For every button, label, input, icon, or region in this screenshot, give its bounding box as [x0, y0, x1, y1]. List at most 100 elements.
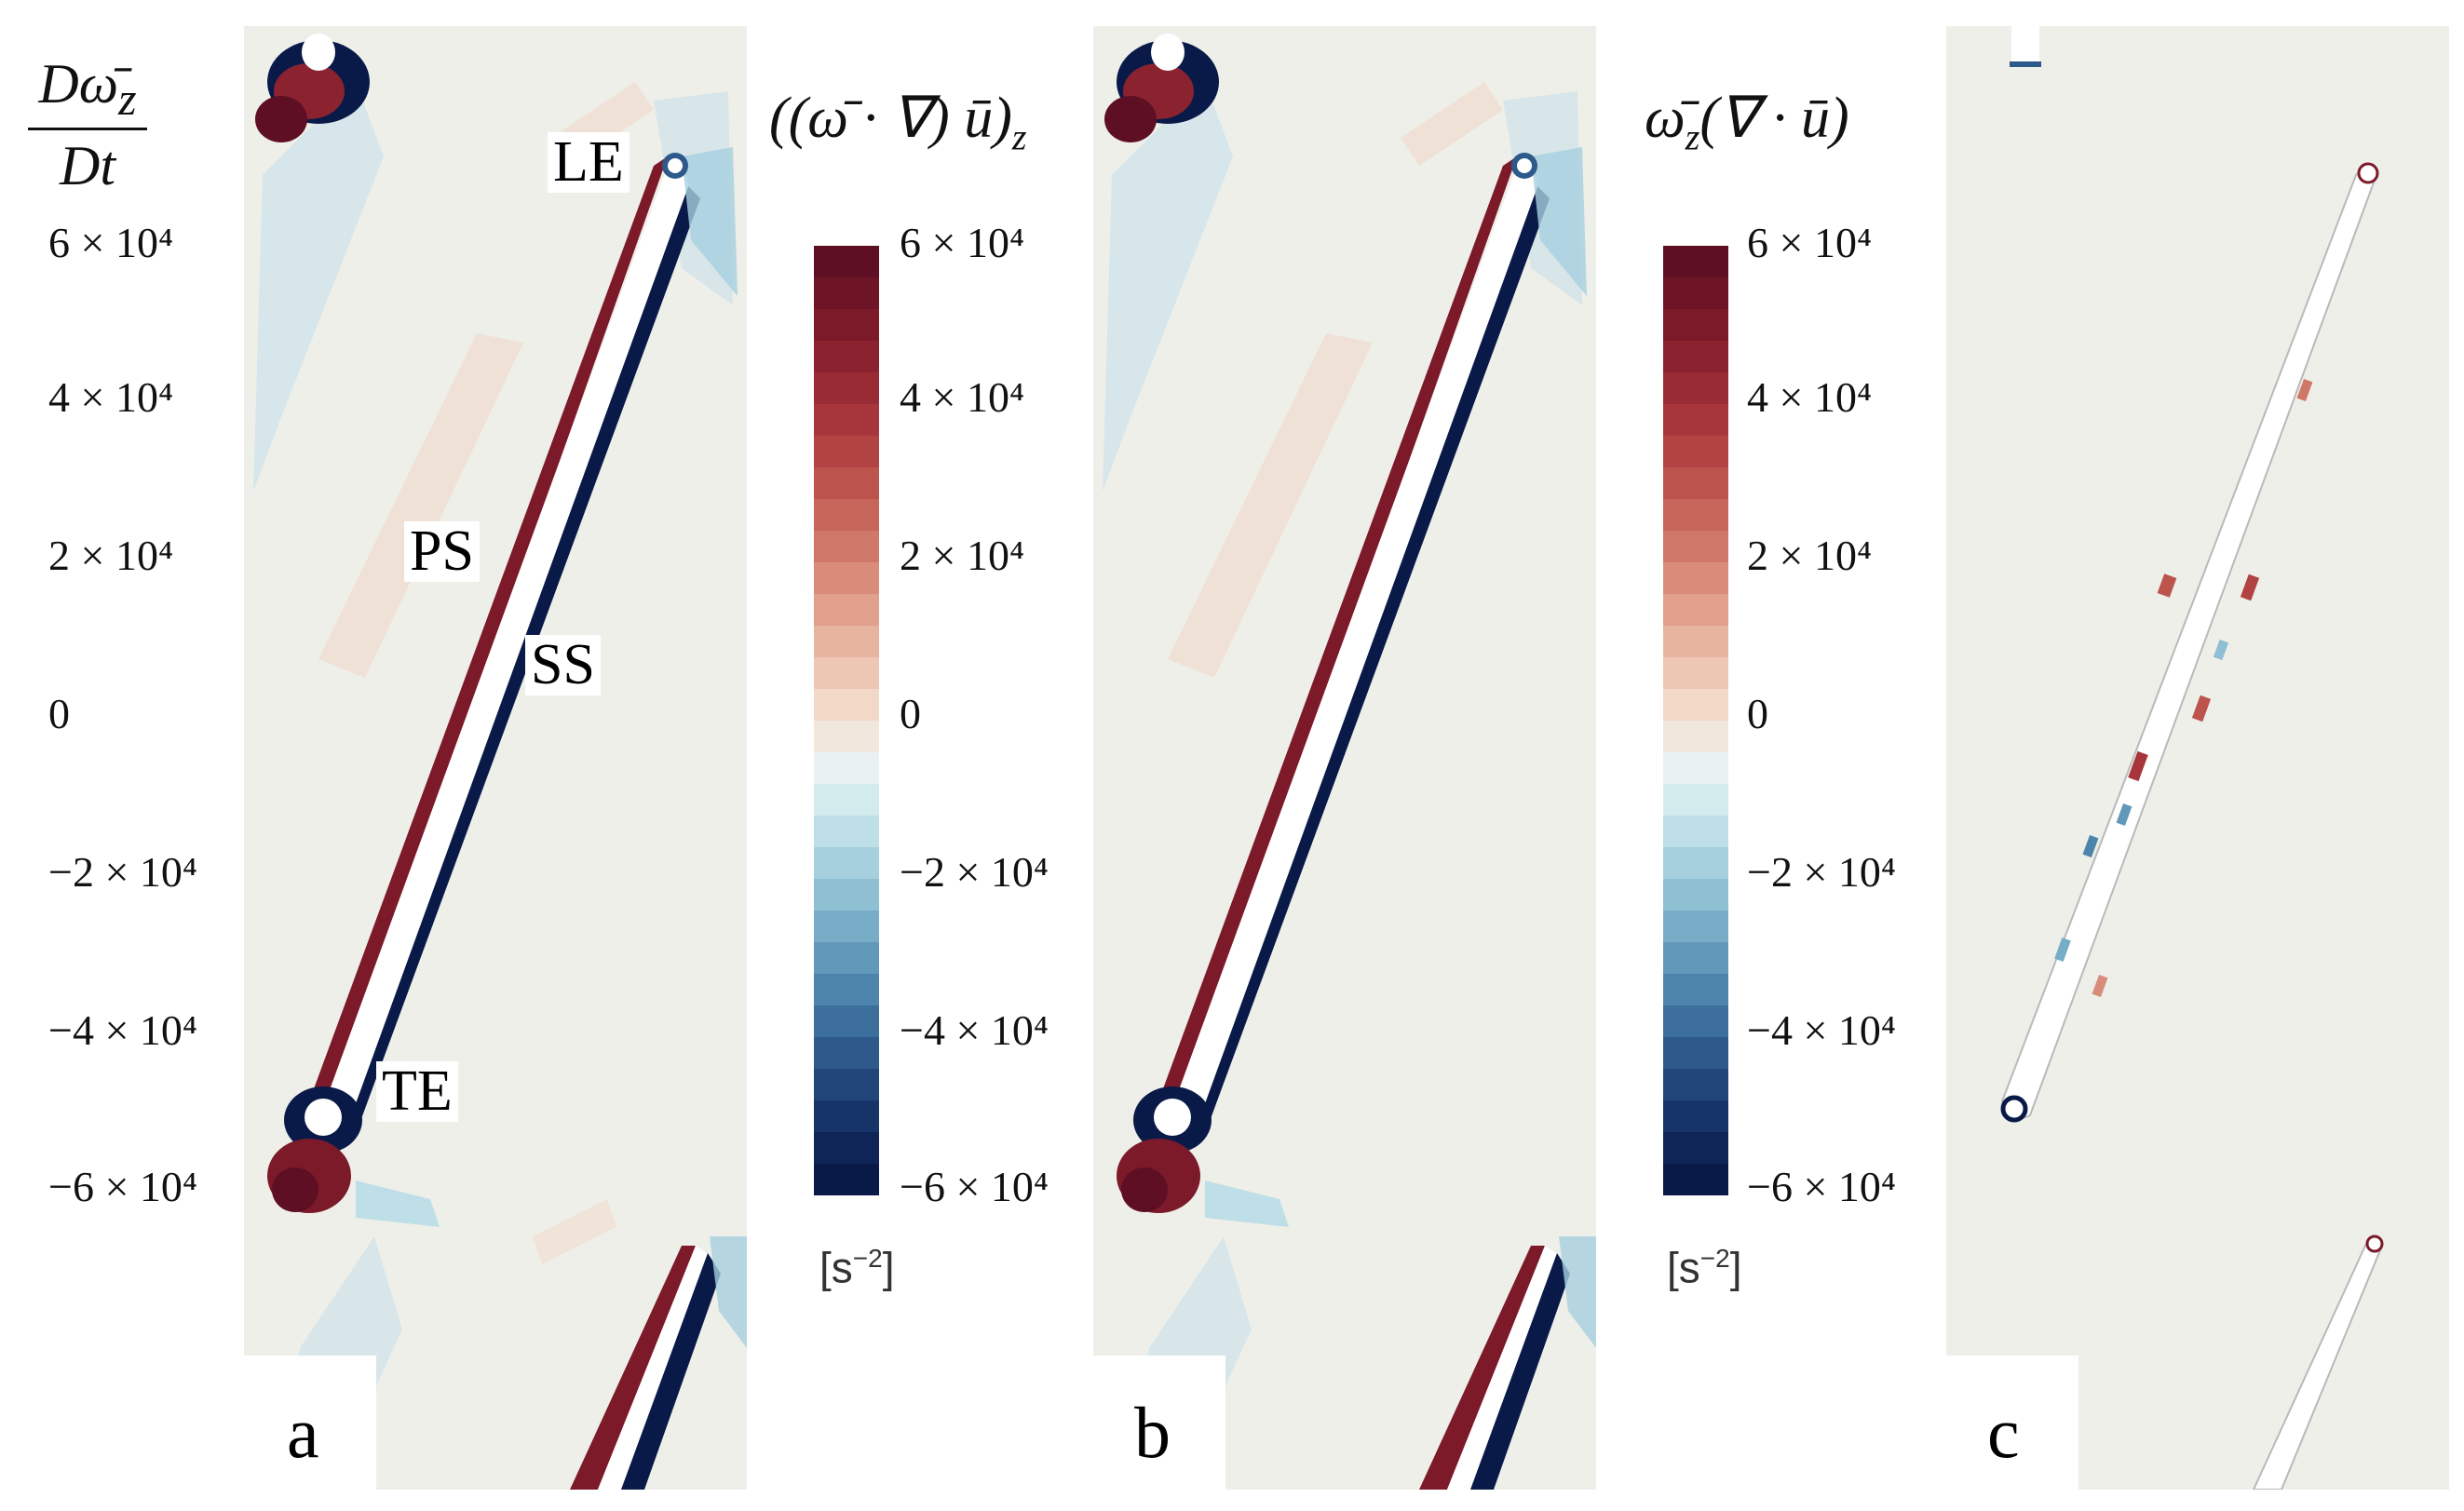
colorbar-level	[814, 436, 879, 468]
colorbar-level	[1663, 246, 1728, 278]
colorbar-level	[814, 1132, 879, 1165]
pressure-side-label: PS	[404, 520, 480, 583]
left-tick-label: −4 × 10⁴	[48, 1006, 197, 1054]
colorbar-b-gradient	[814, 246, 879, 1195]
colorbar-level	[1663, 531, 1728, 563]
colorbar-level	[1663, 942, 1728, 975]
colorbar-level	[814, 657, 879, 690]
colorbar-level	[1663, 911, 1728, 943]
panel-a-contour	[244, 26, 747, 1490]
colorbar-c-unit: [s−2]	[1667, 1243, 1742, 1292]
colorbar-b-tick: 0	[900, 690, 921, 737]
colorbar-c	[1663, 246, 1728, 1195]
colorbar-level	[1663, 1164, 1728, 1195]
vortex-stretching-formula: ((ω̄ · ∇) ū)z	[769, 87, 1027, 158]
left-tick-label: 4 × 10⁴	[48, 373, 173, 421]
colorbar-level	[814, 911, 879, 943]
colorbar-level	[814, 309, 879, 342]
colorbar-b-tick: 6 × 10⁴	[900, 219, 1024, 266]
colorbar-level	[1663, 467, 1728, 500]
formula-numerator: Dω̄z	[38, 53, 137, 125]
panel-c-contour	[1946, 26, 2449, 1490]
colorbar-c-tick: 4 × 10⁴	[1747, 373, 1872, 421]
left-tick-label: 6 × 10⁴	[48, 219, 173, 266]
colorbar-c-tick: 2 × 10⁴	[1747, 532, 1872, 579]
colorbar-level	[1663, 657, 1728, 690]
colorbar-level	[1663, 784, 1728, 816]
colorbar-b	[814, 246, 879, 1195]
colorbar-level	[814, 721, 879, 753]
colorbar-level	[814, 1100, 879, 1133]
colorbar-level	[1663, 277, 1728, 310]
material-derivative-formula: Dω̄z Dt	[28, 56, 147, 194]
colorbar-level	[814, 562, 879, 595]
panel-b-label-box	[1093, 1356, 1225, 1493]
panel-b-field	[1103, 34, 1596, 1490]
colorbar-level	[814, 974, 879, 1006]
colorbar-level	[1663, 594, 1728, 627]
colorbar-level	[814, 246, 879, 278]
colorbar-level	[814, 594, 879, 627]
colorbar-level	[1663, 879, 1728, 911]
colorbar-level	[1663, 562, 1728, 595]
colorbar-b-tick: 4 × 10⁴	[900, 373, 1024, 421]
fraction-bar	[28, 128, 147, 130]
colorbar-level	[1663, 499, 1728, 532]
colorbar-level	[814, 499, 879, 532]
colorbar-level	[814, 1164, 879, 1195]
left-tick-label: 0	[48, 690, 70, 737]
colorbar-b-tick: −6 × 10⁴	[900, 1163, 1049, 1210]
left-tick-label: −6 × 10⁴	[48, 1163, 197, 1210]
colorbar-b-tick: −2 × 10⁴	[900, 848, 1049, 896]
colorbar-level	[1663, 689, 1728, 722]
colorbar-level	[1663, 372, 1728, 405]
left-tick-label: −2 × 10⁴	[48, 848, 197, 896]
colorbar-level	[814, 1037, 879, 1070]
colorbar-level	[1663, 404, 1728, 437]
colorbar-level	[814, 531, 879, 563]
colorbar-level	[814, 372, 879, 405]
colorbar-level	[814, 689, 879, 722]
colorbar-level	[814, 879, 879, 911]
colorbar-c-tick: −6 × 10⁴	[1747, 1163, 1896, 1210]
colorbar-level	[814, 784, 879, 816]
panel-a-field	[253, 34, 747, 1490]
trailing-edge-label: TE	[376, 1060, 458, 1123]
colorbar-c-tick: −4 × 10⁴	[1747, 1006, 1896, 1054]
colorbar-level	[814, 752, 879, 785]
suction-side-label: SS	[525, 634, 601, 696]
colorbar-level	[1663, 1069, 1728, 1101]
colorbar-level	[1663, 309, 1728, 342]
panel-c-label: c	[1987, 1392, 2020, 1473]
colorbar-c-tick: −2 × 10⁴	[1747, 848, 1896, 896]
colorbar-level	[1663, 721, 1728, 753]
colorbar-level	[814, 1005, 879, 1038]
colorbar-level	[1663, 1037, 1728, 1070]
colorbar-c-gradient	[1663, 246, 1728, 1195]
colorbar-b-unit: [s−2]	[819, 1243, 895, 1292]
colorbar-level	[814, 942, 879, 975]
colorbar-b-tick: 2 × 10⁴	[900, 532, 1024, 579]
panel-a-label-box	[244, 1356, 376, 1493]
colorbar-level	[1663, 341, 1728, 373]
left-tick-label: 2 × 10⁴	[48, 532, 173, 579]
colorbar-level	[1663, 752, 1728, 785]
colorbar-level	[814, 626, 879, 658]
panel-b-label: b	[1134, 1392, 1171, 1473]
colorbar-level	[814, 467, 879, 500]
colorbar-level	[1663, 1100, 1728, 1133]
colorbar-level	[814, 404, 879, 437]
panel-c-field	[2000, 26, 2384, 1490]
colorbar-level	[814, 341, 879, 373]
colorbar-level	[814, 816, 879, 848]
colorbar-level	[1663, 974, 1728, 1006]
panel-c-label-box	[1946, 1356, 2078, 1493]
colorbar-level	[1663, 816, 1728, 848]
colorbar-c-tick: 6 × 10⁴	[1747, 219, 1872, 266]
colorbar-b-tick: −4 × 10⁴	[900, 1006, 1049, 1054]
formula-denominator: Dt	[60, 135, 115, 196]
colorbar-level	[814, 277, 879, 310]
colorbar-level	[1663, 1132, 1728, 1165]
colorbar-c-tick: 0	[1747, 690, 1768, 737]
panel-b-contour	[1093, 26, 1596, 1490]
